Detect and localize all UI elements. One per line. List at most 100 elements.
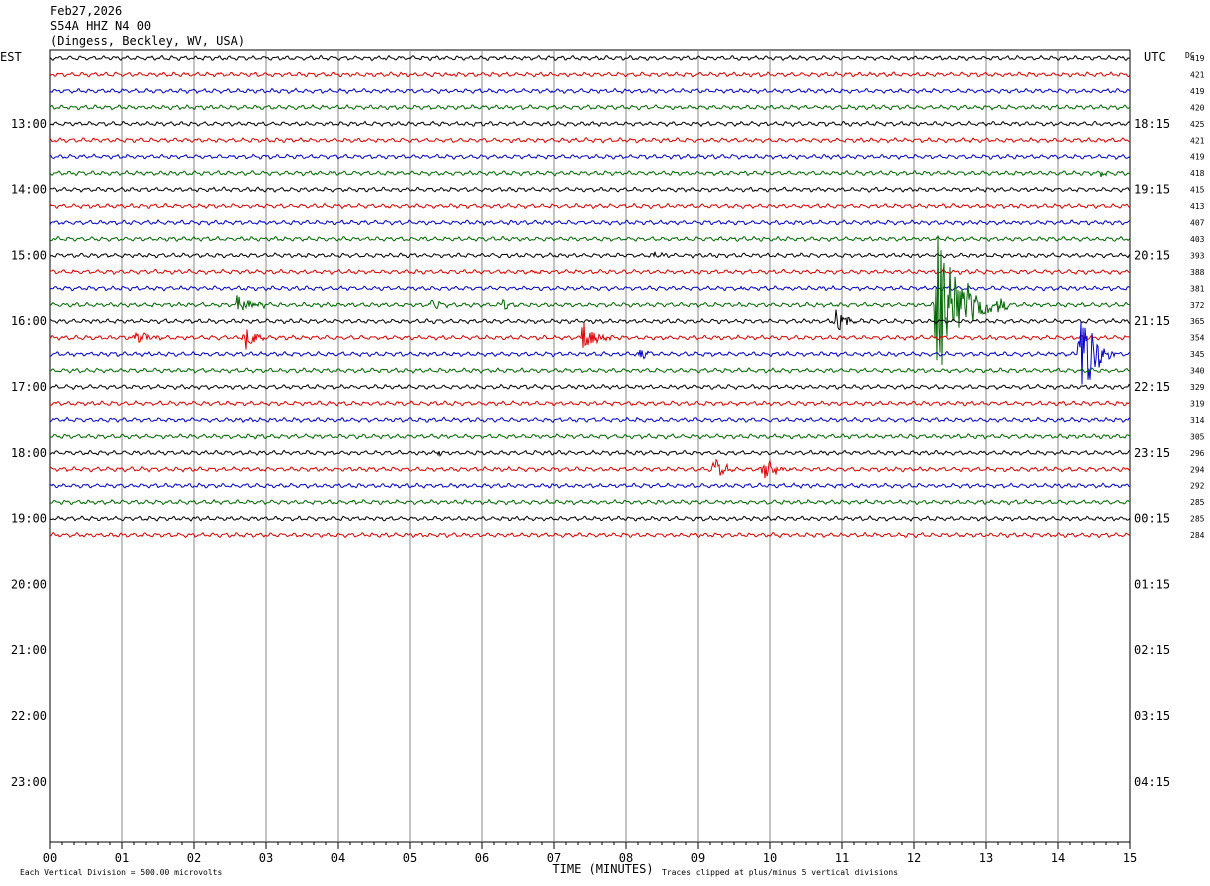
trace-row xyxy=(49,383,1131,391)
est-hour-label: 23:00 xyxy=(11,775,47,789)
dc-offset-label: 381 xyxy=(1190,284,1205,293)
dc-offset-label: 419 xyxy=(1190,87,1205,96)
trace-row xyxy=(49,458,1131,479)
x-axis-title: TIME (MINUTES) xyxy=(552,862,653,876)
traces xyxy=(49,54,1131,539)
dc-offset-label: 319 xyxy=(1190,399,1205,408)
utc-hour-label: 20:15 xyxy=(1134,248,1170,262)
trace-row xyxy=(49,218,1131,226)
dc-offset-label: 421 xyxy=(1190,136,1205,145)
x-tick-label: 14 xyxy=(1051,851,1065,865)
dc-offset-label: 413 xyxy=(1190,202,1205,211)
chart-date: Feb27,2026 xyxy=(50,4,123,18)
trace-row xyxy=(49,498,1130,506)
x-tick-label: 13 xyxy=(979,851,993,865)
est-hour-label: 16:00 xyxy=(11,314,47,328)
est-hour-label: 18:00 xyxy=(11,446,47,460)
trace-row xyxy=(49,531,1131,539)
dc-offset-label: 365 xyxy=(1190,317,1205,326)
trace-row xyxy=(49,322,1131,350)
est-hour-label: 21:00 xyxy=(11,643,47,657)
dc-offset-label: 314 xyxy=(1190,416,1205,425)
grid xyxy=(49,49,1131,849)
dc-offset-label: 354 xyxy=(1190,334,1205,343)
dc-offset-label: 296 xyxy=(1190,449,1205,458)
chart-station: S54A HHZ N4 00 xyxy=(50,19,152,33)
utc-hour-label: 00:15 xyxy=(1134,512,1170,526)
dc-offset-label: 403 xyxy=(1190,235,1205,244)
dc-label: DC xyxy=(1185,51,1195,60)
dc-offset-label: 285 xyxy=(1190,515,1205,524)
trace-row xyxy=(49,309,1131,331)
utc-hour-label: 02:15 xyxy=(1134,643,1170,657)
dc-offset-label: 419 xyxy=(1190,54,1205,63)
dc-offset-label: 345 xyxy=(1190,350,1205,359)
utc-hour-label: 23:15 xyxy=(1134,446,1170,460)
x-tick-label: 11 xyxy=(835,851,849,865)
trace-row xyxy=(49,416,1131,424)
est-hour-label: 15:00 xyxy=(11,248,47,262)
footer-clip-label: Traces clipped at plus/minus 5 vertical … xyxy=(662,868,898,877)
utc-hour-label: 04:15 xyxy=(1134,775,1170,789)
utc-hour-label: 19:15 xyxy=(1134,183,1170,197)
chart-location: (Dingess, Beckley, WV, USA) xyxy=(50,34,246,48)
trace-row xyxy=(50,251,1131,259)
dc-offset-label: 419 xyxy=(1190,153,1205,162)
x-tick-label: 12 xyxy=(907,851,921,865)
utc-hour-label: 21:15 xyxy=(1134,314,1170,328)
trace-row xyxy=(49,153,1131,160)
trace-row xyxy=(49,120,1131,128)
trace-row xyxy=(49,449,1131,457)
labels: 00 01 02 03 04 05 06 07 08 09 10 11 12 13 14 15 EST UTC DC… xyxy=(0,50,1205,877)
utc-hour-label: 03:15 xyxy=(1134,709,1170,723)
trace-row xyxy=(49,433,1131,440)
trace-row xyxy=(49,54,1131,62)
x-tick-label: 05 xyxy=(403,851,417,865)
trace-row xyxy=(50,367,1131,374)
dc-offset-label: 340 xyxy=(1190,367,1205,376)
dc-offset-label: 415 xyxy=(1190,186,1205,195)
trace-row xyxy=(49,87,1131,95)
x-tick-label: 08 xyxy=(619,851,633,865)
trace-row xyxy=(49,235,1131,365)
utc-hour-label: 18:15 xyxy=(1134,117,1170,131)
est-hour-label: 22:00 xyxy=(11,709,47,723)
dc-offset-label: 425 xyxy=(1190,120,1205,129)
trace-row xyxy=(49,71,1131,78)
dc-offset-label: 372 xyxy=(1190,301,1205,310)
trace-row xyxy=(49,482,1131,489)
trace-row xyxy=(49,169,1131,178)
x-tick-label: 15 xyxy=(1123,851,1137,865)
utc-hour-label: 01:15 xyxy=(1134,577,1170,591)
dc-offset-label: 284 xyxy=(1190,531,1205,540)
trace-row xyxy=(49,103,1131,111)
x-tick-label: 09 xyxy=(691,851,705,865)
dc-offset-label: 418 xyxy=(1190,169,1205,178)
est-hour-label: 14:00 xyxy=(11,183,47,197)
est-hour-label: 13:00 xyxy=(11,117,47,131)
trace-row xyxy=(49,136,1131,144)
x-tick-label: 04 xyxy=(331,851,345,865)
dc-offset-label: 305 xyxy=(1190,432,1205,441)
x-tick-label: 10 xyxy=(763,851,777,865)
trace-row xyxy=(49,321,1131,385)
utc-hour-label: 22:15 xyxy=(1134,380,1170,394)
dc-offset-label: 292 xyxy=(1190,482,1205,491)
dc-offset-label: 294 xyxy=(1190,465,1205,474)
plot-frame xyxy=(49,49,1131,843)
x-tick-label: 07 xyxy=(547,851,561,865)
est-hour-label: 20:00 xyxy=(11,577,47,591)
dc-offset-label: 329 xyxy=(1190,383,1205,392)
x-tick-label: 02 xyxy=(187,851,201,865)
trace-row xyxy=(49,285,1131,292)
trace-row xyxy=(49,235,1131,243)
dc-offset-label: 420 xyxy=(1190,103,1205,112)
est-hour-label: 17:00 xyxy=(11,380,47,394)
trace-row xyxy=(49,268,1131,276)
x-tick-label: 03 xyxy=(259,851,273,865)
footer-scale-label: Each Vertical Division = 500.00 microvol… xyxy=(20,868,222,877)
x-tick-label: 06 xyxy=(475,851,489,865)
dc-offset-label: 285 xyxy=(1190,498,1205,507)
est-label: EST xyxy=(0,50,22,64)
dc-offset-label: 407 xyxy=(1190,219,1205,228)
